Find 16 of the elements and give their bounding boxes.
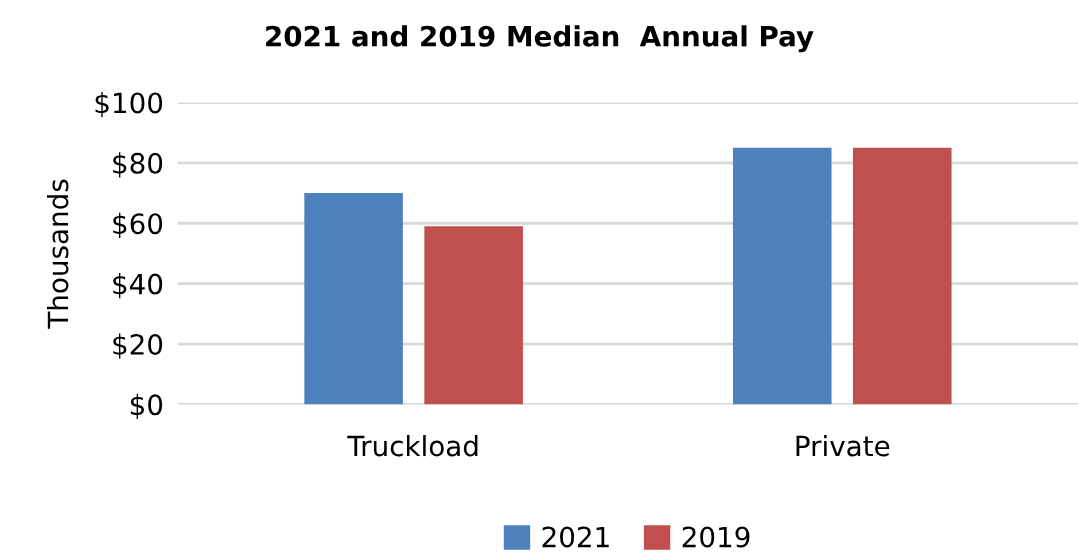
bar [852,147,952,405]
y-tick-label: $100 [95,91,163,118]
legend-label: 2021 [542,526,609,548]
y-tick-label: $20 [113,333,163,359]
bar [732,147,832,405]
y-axis-title: Thousands [46,179,69,329]
legend-label: 2019 [682,526,750,548]
y-tick-label: $0 [130,393,163,420]
x-tick-label: Truckload [347,434,478,457]
bar [304,193,403,405]
x-tick-label: Private [796,434,890,457]
y-tick-label: $40 [113,273,163,299]
bar [424,226,523,405]
y-tick-label: $60 [113,212,163,238]
chart-title: 2021 and 2019 Median Annual Pay [266,25,814,53]
y-tick-label: $80 [113,152,163,178]
